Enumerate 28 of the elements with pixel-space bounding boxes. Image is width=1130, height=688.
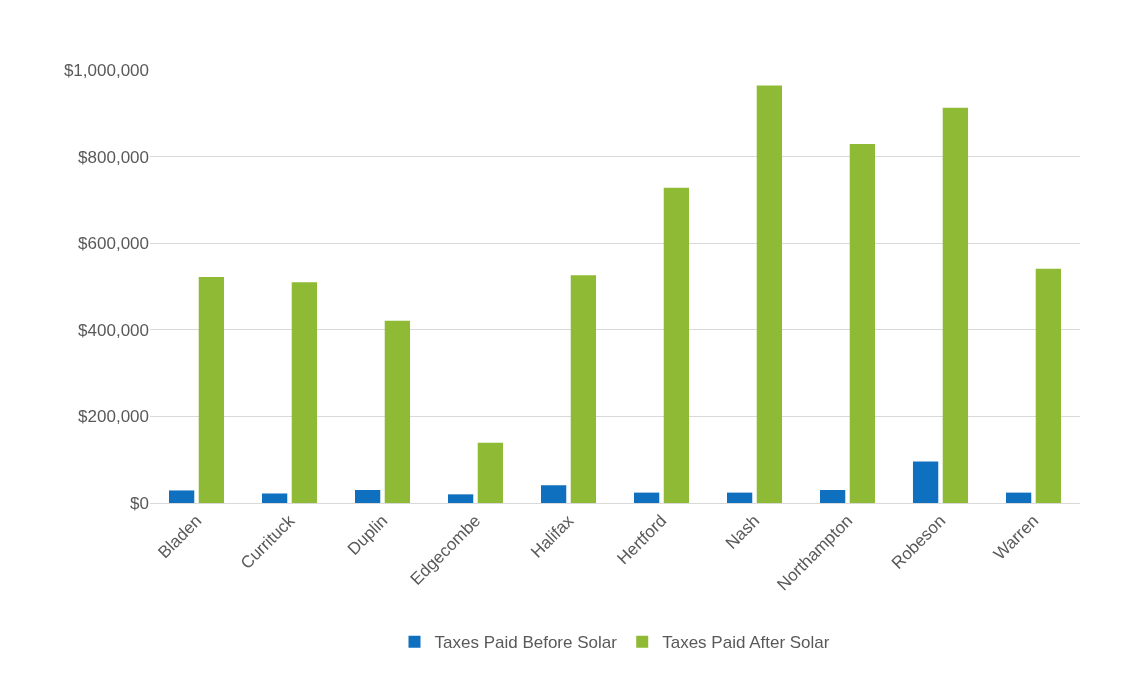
bar [447,494,474,503]
bar [819,490,846,503]
bar [261,493,288,503]
bar [633,492,660,503]
bar [849,144,876,503]
bar [198,276,225,503]
y-tick-label: $1,000,000 [63,60,149,80]
bar [912,461,939,503]
y-tick-label: $400,000 [78,320,149,340]
bar [726,492,753,503]
bar [540,485,567,503]
y-tick-label: $200,000 [78,407,149,427]
y-tick-label: $800,000 [78,147,149,167]
legend-label: Taxes Paid Before Solar [434,633,618,653]
y-tick-label: $0 [130,493,149,513]
bar [570,275,597,503]
bar [942,107,969,503]
bar [1005,492,1032,503]
bar [663,187,690,503]
bar [168,490,195,503]
bar [354,490,381,503]
bar [756,85,783,503]
bar [291,282,318,503]
y-tick-label: $600,000 [78,234,149,254]
bar [384,320,411,503]
legend-label: Taxes Paid After Solar [662,633,830,653]
bar [477,442,504,503]
bar [1035,268,1062,503]
